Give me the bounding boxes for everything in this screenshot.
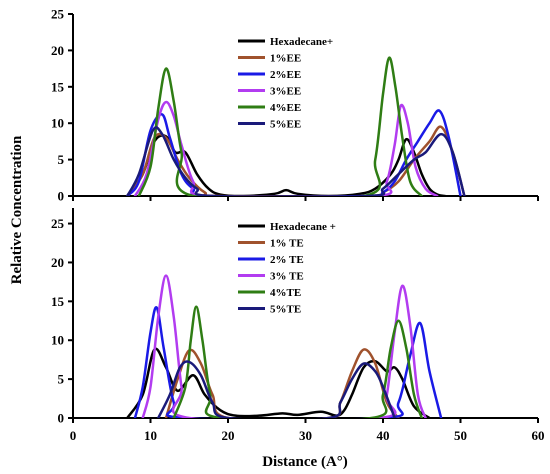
y-axis-label: Relative Concentration (9, 135, 25, 284)
series-line (133, 306, 443, 418)
x-tick-label: 20 (222, 428, 235, 443)
y-tick-label: 15 (51, 294, 65, 309)
x-tick-label: 10 (144, 428, 157, 443)
series-line (172, 305, 423, 418)
legend-label: 2%EE (270, 69, 301, 81)
legend-label: 3%EE (270, 86, 301, 98)
y-tick-label: 0 (58, 189, 65, 204)
x-tick-label: 0 (70, 428, 77, 443)
x-tick-label: 30 (299, 428, 312, 443)
legend-label: 5%EE (270, 119, 301, 131)
series-line (141, 274, 427, 418)
y-tick-label: 10 (51, 333, 64, 348)
y-tick-label: 15 (51, 79, 65, 94)
legend-label: 1% TE (270, 238, 304, 250)
legend-label: 2% TE (270, 254, 304, 266)
series-line (157, 360, 396, 418)
y-tick-label: 20 (51, 255, 64, 270)
bottom-panel: 0 5 10 15 20 25 0 10 20 30 40 50 60 Hexadecane + 1% TE… (51, 208, 545, 443)
legend-label: Hexadecane+ (270, 36, 333, 48)
y-tick-label: 0 (58, 411, 65, 426)
legend-label: 5%TE (270, 304, 301, 316)
legend-label: 4%EE (270, 102, 301, 114)
y-tick-label: 10 (51, 116, 64, 131)
legend-label: 4%TE (270, 287, 301, 299)
legend-label: 1%EE (270, 53, 301, 65)
y-tick-label: 25 (51, 7, 65, 22)
y-tick-label: 20 (51, 43, 64, 58)
series-line (133, 100, 439, 196)
y-tick-label: 5 (58, 152, 65, 167)
x-tick-label: 60 (532, 428, 545, 443)
series-line (126, 126, 466, 196)
y-tick-label: 5 (58, 372, 65, 387)
x-tick-label: 50 (454, 428, 467, 443)
series-line (137, 56, 423, 196)
legend-label: 3% TE (270, 271, 304, 283)
series-line (126, 134, 447, 196)
legend-label: Hexadecane + (270, 221, 336, 233)
x-tick-label: 40 (377, 428, 390, 443)
x-axis-label: Distance (A°) (262, 454, 348, 470)
top-panel: 0 5 10 15 20 25 Hexadecane+ 1%EE 2%EE 3%EE 4%EE 5%E… (51, 7, 539, 204)
y-tick-label: 25 (51, 216, 65, 231)
